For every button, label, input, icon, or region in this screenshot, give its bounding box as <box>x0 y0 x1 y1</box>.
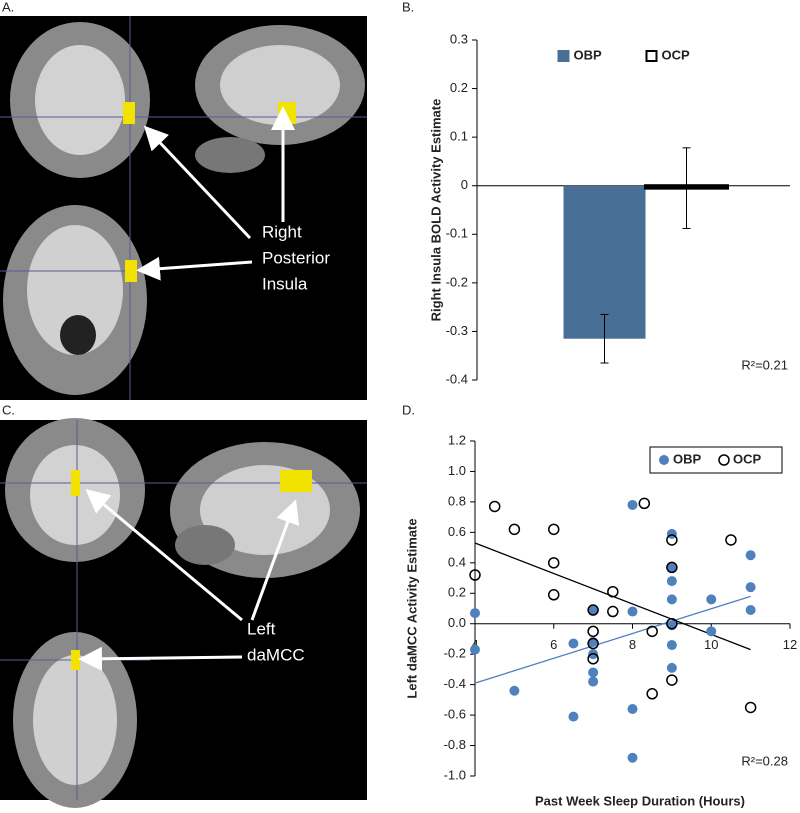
point <box>745 550 756 561</box>
legend-label: OBP <box>673 451 702 466</box>
point <box>666 561 678 574</box>
x-tick-label: 8 <box>629 637 636 652</box>
legend-label: OBP <box>574 47 603 62</box>
legend-label: OCP <box>733 451 762 466</box>
point <box>587 625 599 638</box>
y-tick-label: -0.8 <box>444 737 466 752</box>
legend-marker <box>718 454 730 466</box>
y-tick-label: 0.4 <box>448 554 466 569</box>
point <box>470 608 480 619</box>
callout-text: Left <box>247 619 276 638</box>
point <box>666 594 677 605</box>
point <box>509 685 520 696</box>
point <box>646 688 658 700</box>
panel-label: C. <box>2 402 15 417</box>
x-tick-label: 10 <box>704 637 718 652</box>
point <box>706 594 717 605</box>
panel-label: A. <box>2 0 14 14</box>
annotation: R²=0.28 <box>741 753 788 768</box>
y-tick-label: -0.6 <box>444 707 466 722</box>
point <box>627 704 638 714</box>
point <box>646 625 658 638</box>
y-tick-label: 0.0 <box>448 615 466 630</box>
callout-text: Posterior <box>262 248 330 267</box>
point <box>666 562 677 573</box>
y-axis-title: Left daMCC Activity Estimate <box>404 518 419 698</box>
point <box>666 662 677 673</box>
y-tick-label: -0.3 <box>446 323 468 338</box>
y-axis-title: Right Insula BOLD Activity Estimate <box>428 99 443 322</box>
y-tick-label: 0.2 <box>450 80 468 95</box>
point <box>470 644 480 655</box>
point <box>706 626 717 637</box>
y-tick-label: 0 <box>461 177 468 192</box>
point <box>638 497 651 510</box>
point <box>548 589 560 601</box>
point <box>607 586 619 598</box>
point <box>588 605 599 616</box>
y-tick-label: 0.1 <box>450 129 468 144</box>
point <box>607 605 619 618</box>
point <box>745 605 756 616</box>
y-tick-label: -0.2 <box>444 646 466 661</box>
error-bar <box>600 313 609 364</box>
legend-swatch <box>557 50 570 62</box>
point <box>568 638 579 649</box>
point <box>587 604 599 616</box>
callout-text: Right <box>262 222 302 241</box>
point <box>666 534 678 546</box>
bar <box>563 185 646 339</box>
point <box>469 569 481 581</box>
point <box>587 653 599 665</box>
y-tick-label: -0.4 <box>444 676 466 691</box>
point <box>588 667 599 678</box>
x-tick-label: 12 <box>783 637 797 652</box>
legend-marker <box>659 455 669 465</box>
x-axis-title: Past Week Sleep Duration (Hours) <box>535 793 745 808</box>
point <box>548 523 560 536</box>
legend-label: OCP <box>662 47 691 62</box>
y-tick-label: -0.1 <box>446 226 468 241</box>
y-tick-label: -0.4 <box>446 371 468 386</box>
y-tick-label: 0.2 <box>448 585 466 600</box>
point <box>588 676 599 687</box>
brain-panel-a: Right Posterior Insula <box>0 16 367 400</box>
legend-swatch <box>645 50 658 62</box>
panel-label: B. <box>402 0 414 14</box>
point <box>568 711 579 722</box>
point <box>548 557 560 569</box>
y-tick-label: 1.2 <box>448 432 466 447</box>
point <box>666 640 677 651</box>
y-tick-label: -1.0 <box>444 767 466 782</box>
callout-text: Insula <box>262 274 308 293</box>
trend-line <box>474 595 751 684</box>
point <box>627 606 638 617</box>
brain-panel-c: Left daMCC <box>0 418 367 808</box>
y-tick-label: 0.3 <box>450 31 468 46</box>
x-tick-label: 6 <box>550 637 557 652</box>
annotation: R²=0.21 <box>741 357 788 372</box>
point <box>488 500 501 513</box>
panel-label: D. <box>402 402 415 417</box>
point <box>666 617 678 630</box>
point <box>744 701 757 714</box>
callout-text: daMCC <box>247 645 305 664</box>
point <box>745 582 756 593</box>
point <box>666 674 678 686</box>
legend-box <box>649 446 783 474</box>
y-tick-label: 0.8 <box>448 493 466 508</box>
point <box>725 534 737 546</box>
point <box>666 576 677 587</box>
point <box>508 523 521 536</box>
point <box>587 637 599 650</box>
point <box>627 752 638 763</box>
point <box>627 499 638 510</box>
y-tick-label: 1.0 <box>448 463 466 478</box>
y-tick-label: -0.2 <box>446 274 468 289</box>
y-tick-label: 0.6 <box>448 524 466 539</box>
error-bar <box>682 147 691 229</box>
